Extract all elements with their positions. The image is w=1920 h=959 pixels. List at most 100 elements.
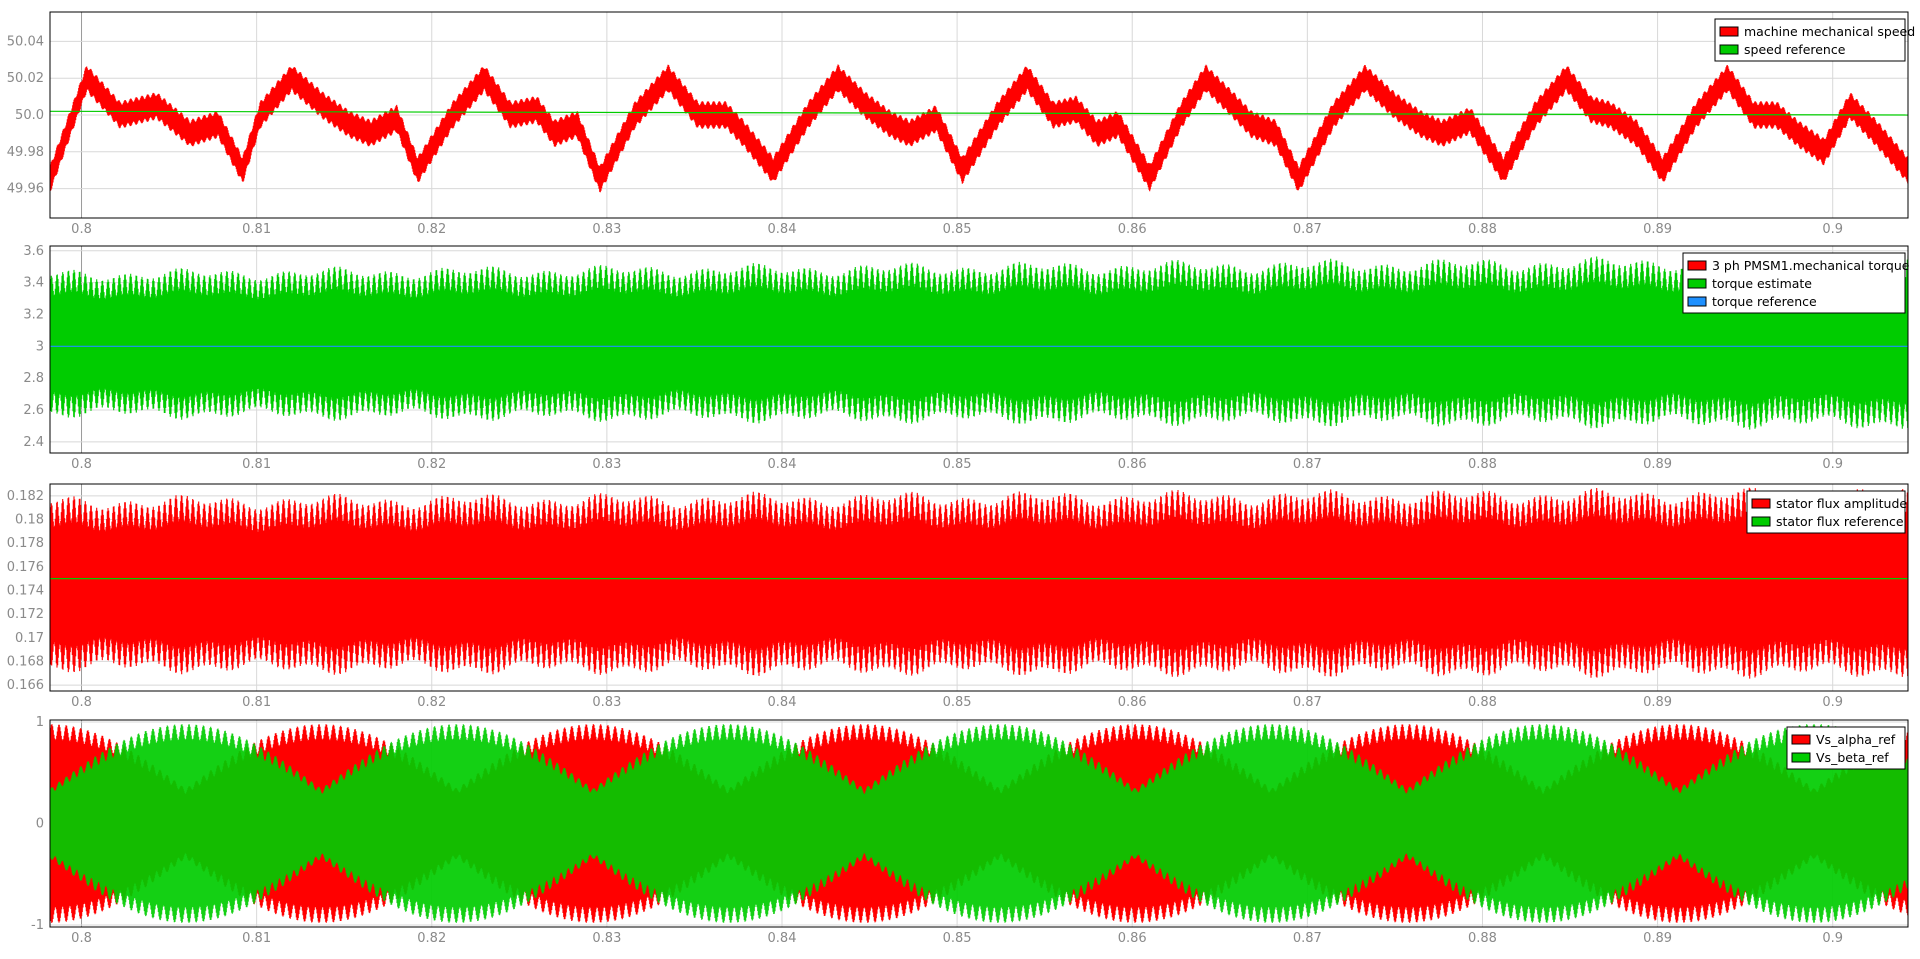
flux-y-tick-label: 0.18 [15,512,44,527]
voltage-x-tick-label: 0.8 [71,931,92,946]
flux-y-tick-label: 0.178 [7,536,44,551]
speed-x-tick-label: 0.87 [1293,222,1322,237]
voltage-x-tick-label: 0.84 [768,931,797,946]
speed-x-tick-label: 0.85 [943,222,972,237]
speed-x-tick-label: 0.8 [71,222,92,237]
torque-x-tick-label: 0.88 [1468,457,1497,472]
speed-plot-frame [49,11,1909,219]
legend-label-3-ph-pmsm1-mechanical-torque: 3 ph PMSM1.mechanical torque [1712,258,1910,273]
speed-x-ticks: 0.8 0.81 0.82 0.83 0.84 0.85 0.86 0.87 0.88 0.89 0… [71,222,1843,237]
torque-x-tick-label: 0.8 [71,457,92,472]
flux-y-tick-label: 0.17 [15,631,44,646]
torque-x-tick-label: 0.81 [242,457,271,472]
flux-x-tick-label: 0.9 [1822,695,1843,710]
torque-x-tick-label: 0.86 [1118,457,1147,472]
torque-y-tick-label: 3.4 [23,276,44,291]
flux-x-tick-label: 0.81 [242,695,271,710]
flux-y-tick-label: 0.166 [7,678,44,693]
torque-y-tick-label: 2.8 [23,371,44,386]
speed-legend: machine mechanical speed speed reference [1714,18,1915,62]
legend-swatch-stator-flux-reference [1751,516,1771,527]
speed-y-tick-label: 49.96 [7,182,44,197]
speed-x-tick-label: 0.83 [592,222,621,237]
voltage-x-tick-label: 0.88 [1468,931,1497,946]
torque-x-tick-label: 0.89 [1643,457,1672,472]
legend-swatch-3-ph-pmsm1-mechanical-torque [1687,260,1707,271]
torque-x-tick-label: 0.83 [592,457,621,472]
legend-label-vs-beta-ref: Vs_beta_ref [1816,750,1889,765]
voltage-x-tick-label: 0.87 [1293,931,1322,946]
speed-y-tick-label: 50.04 [7,34,44,49]
torque-y-tick-label: 3 [36,339,44,354]
voltage-x-tick-label: 0.82 [417,931,446,946]
voltage-x-tick-label: 0.89 [1643,931,1672,946]
torque-x-tick-label: 0.84 [768,457,797,472]
speed-legend-box [1714,18,1906,62]
flux-y-tick-label: 0.174 [7,583,44,598]
speed-x-tick-label: 0.89 [1643,222,1672,237]
voltage-x-tick-label: 0.86 [1118,931,1147,946]
voltage-y-tick-label: -1 [31,918,44,933]
speed-y-ticks: 49.96 49.98 50.0 50.02 50.04 [7,34,44,196]
flux-panel: 0.166 0.168 0.17 0.172 0.174 0.176 0.178 0.18 0.… [7,483,1909,710]
speed-x-tick-label: 0.84 [768,222,797,237]
torque-legend: 3 ph PMSM1.mechanical torque torque estim… [1682,252,1910,314]
speed-x-tick-label: 0.82 [417,222,446,237]
legend-label-stator-flux-reference: stator flux reference [1776,514,1904,529]
torque-traces [50,255,1908,430]
series-speed-reference [50,110,1908,116]
legend-swatch-vs-beta-ref [1791,752,1811,763]
voltage-x-tick-label: 0.9 [1822,931,1843,946]
torque-legend-box [1682,252,1906,314]
legend-label-machine-mechanical-speed: machine mechanical speed [1744,24,1915,39]
flux-y-tick-label: 0.168 [7,654,44,669]
torque-plot-frame [49,245,1909,454]
legend-swatch-speed-reference [1719,44,1739,55]
speed-y-tick-label: 50.0 [15,108,44,123]
torque-y-tick-label: 3.6 [23,244,44,259]
legend-label-speed-reference: speed reference [1744,42,1846,57]
torque-y-ticks: 2.4 2.6 2.8 3 3.2 3.4 3.6 [23,244,44,450]
speed-x-tick-label: 0.81 [242,222,271,237]
legend-label-vs-alpha-ref: Vs_alpha_ref [1816,732,1896,747]
flux-y-ticks: 0.166 0.168 0.17 0.172 0.174 0.176 0.178 0.18 0.… [7,489,44,693]
voltage-panel: -1 0 1 0.8 0.81 0.82 0.83 0.84 0.85 0.86 0.87 0.88… [31,715,1909,946]
torque-x-tick-label: 0.87 [1293,457,1322,472]
flux-x-tick-label: 0.82 [417,695,446,710]
series-torque-estimate [50,255,1908,430]
voltage-y-tick-label: 1 [36,715,44,730]
flux-y-tick-label: 0.176 [7,560,44,575]
legend-swatch-torque-estimate [1687,278,1707,289]
legend-label-torque-estimate: torque estimate [1712,276,1812,291]
flux-x-tick-label: 0.87 [1293,695,1322,710]
voltage-traces [50,724,1908,923]
torque-x-ticks: 0.8 0.81 0.82 0.83 0.84 0.85 0.86 0.87 0.88 0.89 0… [71,457,1843,472]
speed-x-tick-label: 0.9 [1822,222,1843,237]
series-stator-flux-amplitude [50,487,1908,679]
voltage-x-ticks: 0.8 0.81 0.82 0.83 0.84 0.85 0.86 0.87 0.88 0.89 0… [71,931,1843,946]
voltage-y-ticks: -1 0 1 [31,715,44,933]
torque-y-tick-label: 2.6 [23,403,44,418]
speed-traces [50,64,1908,193]
voltage-y-tick-label: 0 [36,817,44,832]
speed-panel: 49.96 49.98 50.0 50.02 50.04 0.8 0.81 0.82 0.83… [7,11,1915,237]
flux-x-tick-label: 0.84 [768,695,797,710]
legend-swatch-stator-flux-amplitude [1751,498,1771,509]
torque-panel: 2.42.62.833.23.43.6 0.8 0.81 0.82 0.83 0.84 0… [23,244,1909,472]
torque-y-tick-label: 3.2 [23,307,44,322]
legend-label-stator-flux-amplitude: stator flux amplitude [1776,496,1907,511]
speed-y-tick-label: 50.02 [7,71,44,86]
voltage-x-tick-label: 0.81 [242,931,271,946]
speed-x-tick-label: 0.88 [1468,222,1497,237]
legend-label-torque-reference: torque reference [1712,294,1817,309]
flux-x-tick-label: 0.83 [592,695,621,710]
torque-x-tick-label: 0.82 [417,457,446,472]
flux-y-tick-label: 0.182 [7,489,44,504]
flux-x-tick-label: 0.8 [71,695,92,710]
torque-x-tick-label: 0.85 [943,457,972,472]
voltage-legend: Vs_alpha_ref Vs_beta_ref [1786,726,1906,770]
voltage-x-tick-label: 0.83 [592,931,621,946]
flux-legend: stator flux amplitude stator flux referen… [1746,490,1907,534]
flux-x-tick-label: 0.88 [1468,695,1497,710]
flux-legend-box [1746,490,1906,534]
